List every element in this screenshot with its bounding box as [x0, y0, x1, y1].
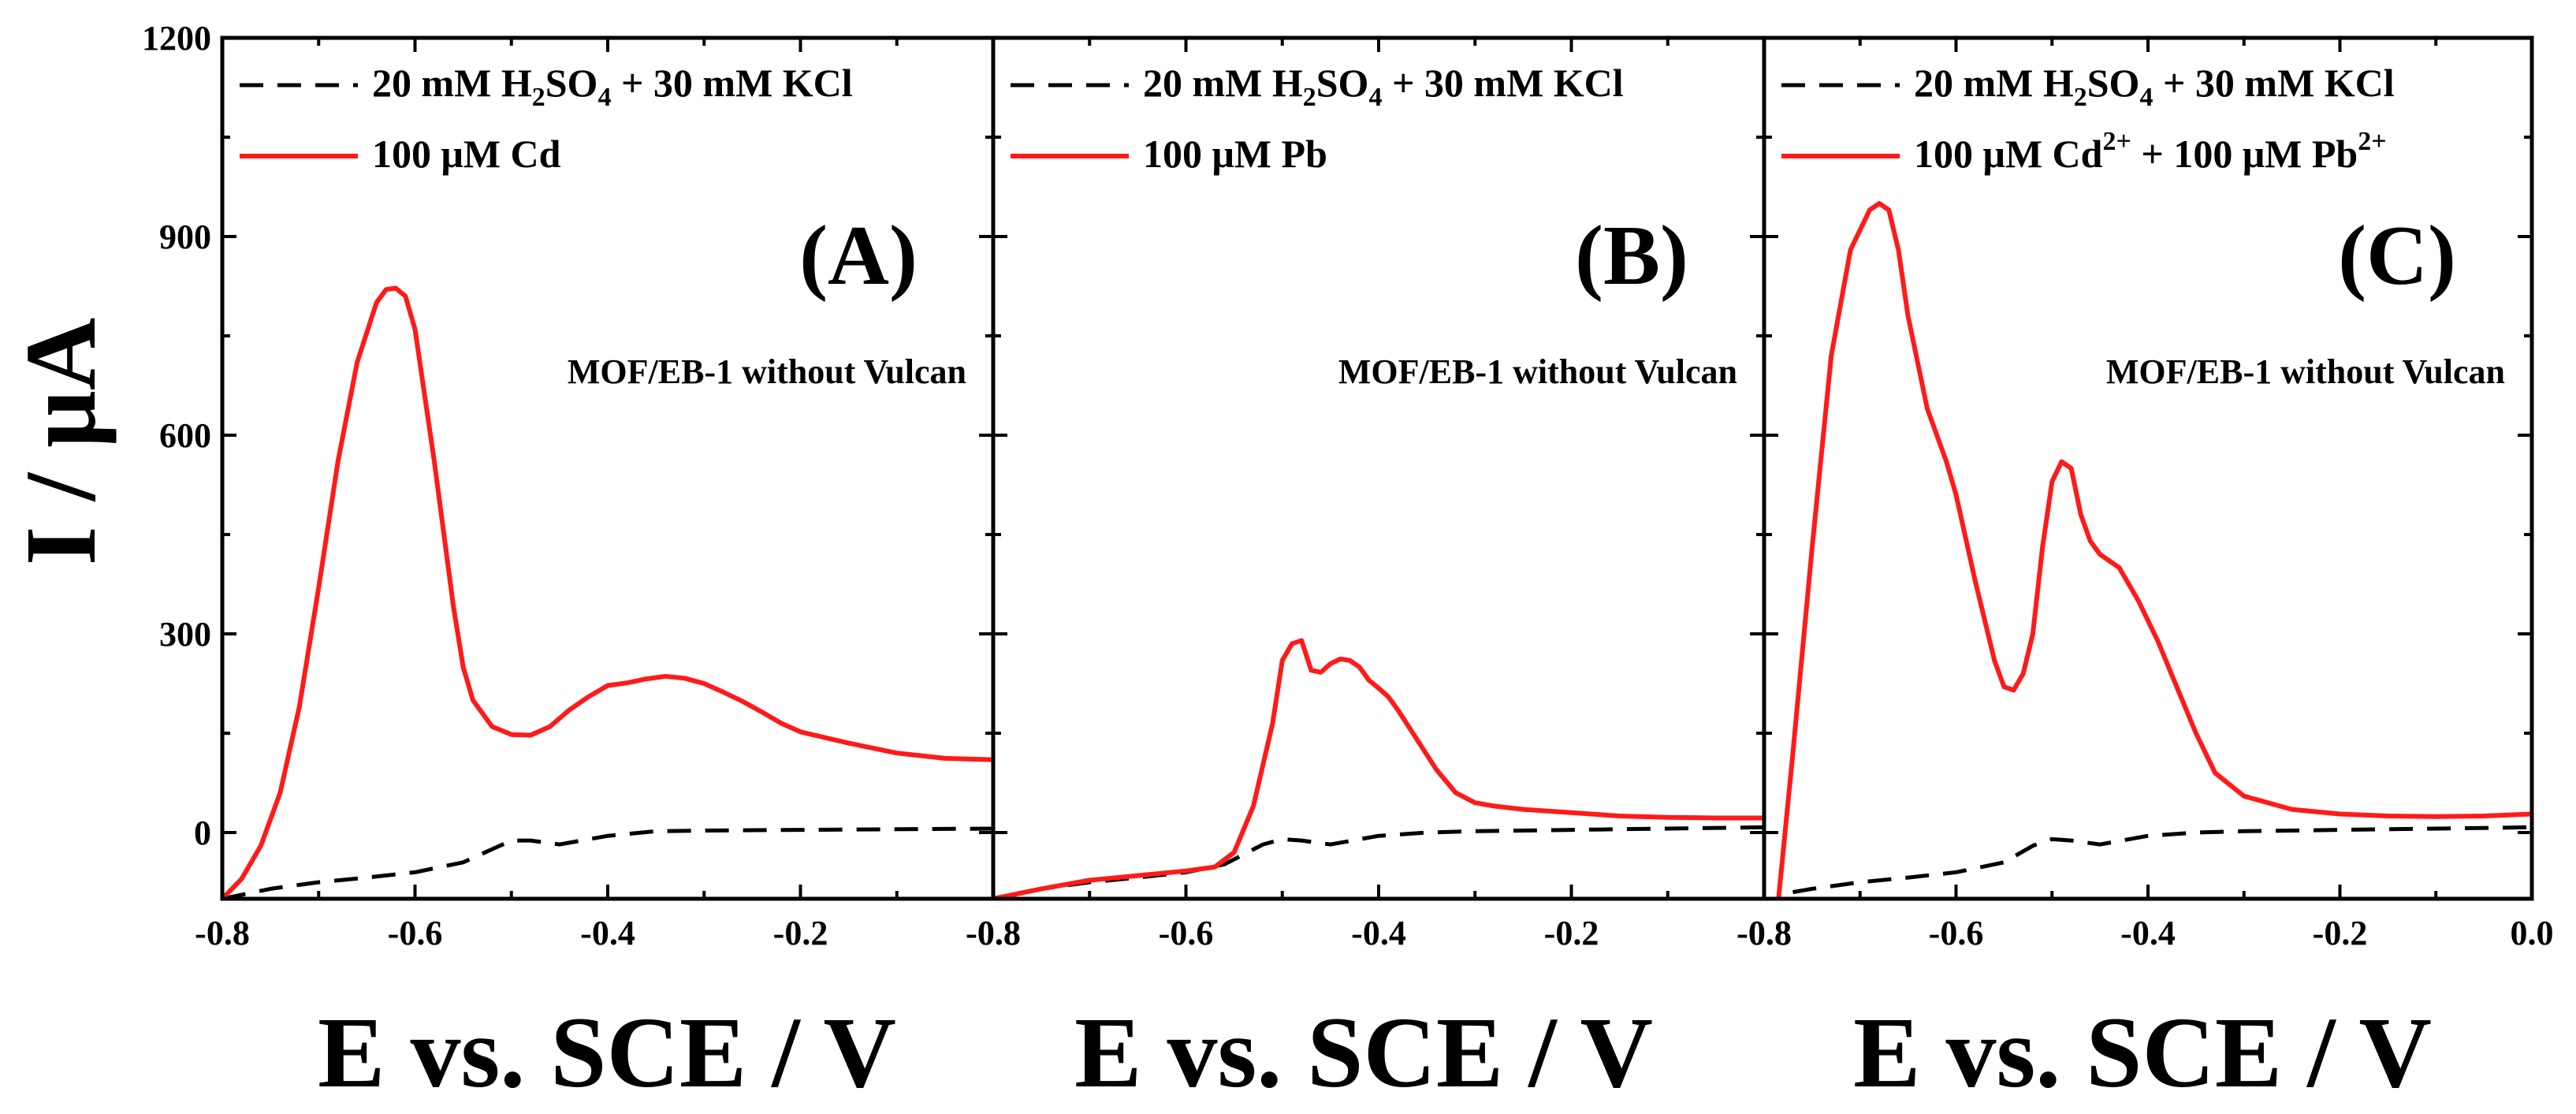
x-tick-label: -0.8	[966, 914, 1021, 952]
legend-label: 100 μM Pb	[1143, 132, 1327, 176]
x-axis-title-a: E vs. SCE / V	[318, 997, 896, 1108]
panel-label: (A)	[799, 209, 918, 303]
panel-b: -0.8 -0.6 -0.4 -0.2 -0.8 20 mM H2​SO4​ + 30 m…	[966, 35, 1792, 952]
panel-a: -0.8 -0.6 -0.4 -0.2 -0.8 0 300 600 900 1200 20 mM …	[142, 19, 1021, 952]
x-tick-label: -0.4	[580, 914, 635, 952]
y-tick-label: 1200	[142, 19, 211, 58]
legend-label: 20 mM H2​SO4​ + 30 mM KCl	[372, 61, 853, 112]
x-tick-label: -0.2	[1544, 914, 1599, 952]
panel-annotation: MOF/EB-1 without Vulcan	[568, 352, 966, 391]
x-tick-label: -0.8	[1737, 914, 1792, 952]
series-line-analyte	[993, 638, 1764, 899]
y-axis-title: I / μA	[5, 318, 117, 565]
x-tick-label: -0.8	[195, 914, 250, 952]
panel-c: -0.8 -0.6 -0.4 -0.2 0.0 20 mM H2​SO4​ + 30 mM…	[1737, 35, 2554, 952]
legend-label: 100 μM Cd	[372, 132, 561, 176]
x-tick-label: 0.0	[2511, 914, 2554, 952]
series-line-baseline	[222, 826, 993, 899]
x-tick-label: -0.6	[1929, 914, 1984, 952]
series-line-analyte	[1776, 201, 2532, 899]
x-tick-label: -0.2	[2313, 914, 2368, 952]
series-line-baseline	[1792, 825, 2532, 895]
x-tick-label: -0.6	[1159, 914, 1214, 952]
panel-label: (C)	[2338, 209, 2456, 303]
x-axis-title-b: E vs. SCE / V	[1074, 997, 1653, 1108]
x-tick-label: -0.2	[773, 914, 828, 952]
panel-annotation: MOF/EB-1 without Vulcan	[1338, 352, 1737, 391]
y-tick-label: 300	[159, 615, 211, 654]
chart-panels: -0.8 -0.6 -0.4 -0.2 -0.8 0 300 600 900 1200 20 mM …	[142, 19, 2554, 952]
panel-label: (B)	[1575, 209, 1688, 303]
x-tick-label: -0.4	[2120, 914, 2176, 952]
x-tick-label: -0.6	[388, 914, 443, 952]
y-tick-label: 600	[159, 416, 211, 455]
x-tick-label: -0.8	[966, 914, 1021, 952]
x-tick-label: -0.4	[1351, 914, 1406, 952]
y-tick-label: 0	[194, 814, 211, 852]
x-axis-title-c: E vs. SCE / V	[1853, 997, 2432, 1108]
plot-frame	[991, 35, 1766, 901]
legend-label: 20 mM H2​SO4​ + 30 mM KCl	[1143, 61, 1624, 112]
x-tick-label: -0.8	[1737, 914, 1792, 952]
legend-label: 20 mM H2​SO4​ + 30 mM KCl	[1914, 61, 2395, 112]
legend-label: 100 μM Cd2+​ + 100 μM Pb2+​	[1914, 127, 2387, 176]
series-line-analyte	[222, 285, 993, 899]
y-tick-label: 900	[159, 218, 211, 256]
panel-annotation: MOF/EB-1 without Vulcan	[2106, 352, 2505, 391]
